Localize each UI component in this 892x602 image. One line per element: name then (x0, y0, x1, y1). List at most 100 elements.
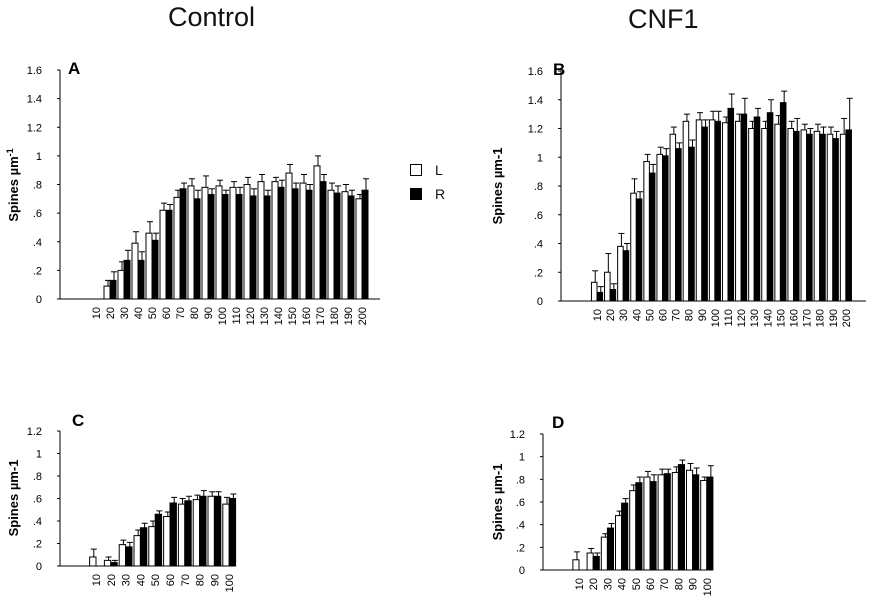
bar-r (347, 195, 355, 300)
bar-r (169, 502, 177, 567)
bar-r (714, 120, 721, 302)
bar-l (839, 133, 847, 302)
x-tick-label: 60 (658, 309, 670, 321)
y-axis-title: Spines µm-1 (490, 148, 505, 225)
bar-l (761, 128, 768, 302)
bar-r (137, 259, 145, 300)
bar-r (179, 188, 187, 300)
bar-l (89, 556, 97, 567)
bar-r (361, 189, 369, 300)
x-tick-label: 110 (723, 309, 735, 327)
panel-letter-c: C (72, 411, 84, 430)
bar-r (249, 195, 257, 300)
bar-l (800, 129, 808, 302)
y-tick-label: 1.2 (510, 429, 525, 441)
y-tick-label: 1.2 (528, 124, 543, 136)
bar-l (826, 133, 834, 302)
y-tick-label: .8 (534, 181, 543, 193)
bar-r (663, 473, 671, 571)
bar-l (327, 189, 335, 300)
bar-r (277, 186, 285, 300)
bar-l (117, 269, 125, 300)
y-tick-label: .6 (33, 208, 42, 220)
x-tick-label: 40 (631, 309, 643, 321)
bar-l (629, 490, 637, 571)
bar-l (215, 185, 223, 300)
y-tick-label: 1 (36, 151, 42, 163)
y-tick-label: 1.2 (27, 426, 42, 438)
y-tick-label: .2 (516, 542, 525, 554)
x-tick-label: 10 (574, 578, 586, 590)
x-tick-label: 70 (671, 309, 683, 321)
x-tick-label: 30 (602, 578, 614, 590)
bar-l (615, 515, 623, 571)
bar-r (635, 482, 643, 571)
y-tick-label: 0 (519, 565, 525, 577)
y-tick-label: .8 (33, 471, 42, 483)
y-tick-label: 1 (519, 452, 525, 464)
bar-r (740, 113, 748, 302)
bar-l (148, 526, 156, 567)
bar-l (192, 499, 201, 567)
x-tick-label: 140 (762, 309, 774, 327)
bar-l (630, 192, 637, 302)
bar-r (263, 195, 271, 300)
control-column-title: Control (168, 2, 256, 32)
bar-l (145, 232, 153, 300)
x-tick-label: 70 (180, 574, 192, 586)
x-tick-label: 120 (245, 307, 257, 325)
bar-r (609, 289, 617, 302)
panel-c: C Spines µm-1 0 .2 .4 .6 .8 1 1.2 10 20 30 40 50 60 70 8… (6, 411, 237, 592)
y-tick-label: .8 (33, 180, 42, 192)
panel-letter-b: B (553, 60, 565, 79)
bar-l (173, 196, 181, 300)
bar-l (159, 209, 167, 300)
bar-l (721, 122, 729, 302)
x-tick-label: 160 (789, 309, 801, 327)
panel-a: A Spines µm-1 0 .2 .4 .6 .8 1 1.2 1.4 1.6 10 20 30 40 5… (5, 59, 380, 325)
x-tick-label: 60 (165, 574, 177, 586)
x-tick-label: 60 (645, 578, 657, 590)
bar-l (643, 476, 651, 571)
bar-r (592, 555, 600, 571)
bar-r (606, 527, 615, 571)
y-tick-label: 0 (36, 294, 42, 306)
bar-l (177, 503, 186, 567)
x-tick-label: 50 (644, 309, 656, 321)
bar-r (199, 495, 207, 567)
x-tick-label: 130 (749, 309, 761, 327)
bar-r (154, 513, 163, 567)
x-tick-label: 100 (224, 574, 236, 592)
bar-l (813, 130, 821, 302)
x-tick-label: 190 (828, 309, 840, 327)
legend-label-l: L (435, 162, 443, 178)
legend-swatch-l (410, 164, 422, 176)
bar-l (617, 245, 624, 302)
bar-r (819, 133, 826, 302)
bar-l (735, 120, 742, 302)
bar-l (669, 133, 677, 302)
x-tick-label: 100 (217, 307, 229, 325)
x-tick-label: 100 (710, 309, 722, 327)
x-tick-label: 70 (175, 307, 187, 319)
bar-r (319, 181, 327, 300)
bar-l (656, 153, 664, 302)
x-tick-label: 200 (357, 307, 369, 325)
x-tick-label: 150 (287, 307, 299, 325)
y-tick-label: 1.4 (27, 94, 42, 106)
bar-l (657, 474, 665, 571)
bar-r (109, 279, 117, 300)
y-tick-label: 1.4 (528, 95, 543, 107)
x-tick-label: 100 (702, 578, 714, 596)
bar-r (139, 527, 148, 567)
y-tick-label: .6 (516, 497, 525, 509)
x-tick-label: 130 (259, 307, 271, 325)
x-tick-label: 10 (592, 309, 604, 321)
x-tick-label: 180 (815, 309, 827, 327)
y-tick-label: .2 (534, 267, 543, 279)
x-tick-label: 20 (588, 578, 600, 590)
x-tick-label: 90 (697, 309, 709, 321)
bar-l (299, 182, 307, 300)
bar-l (103, 559, 112, 567)
